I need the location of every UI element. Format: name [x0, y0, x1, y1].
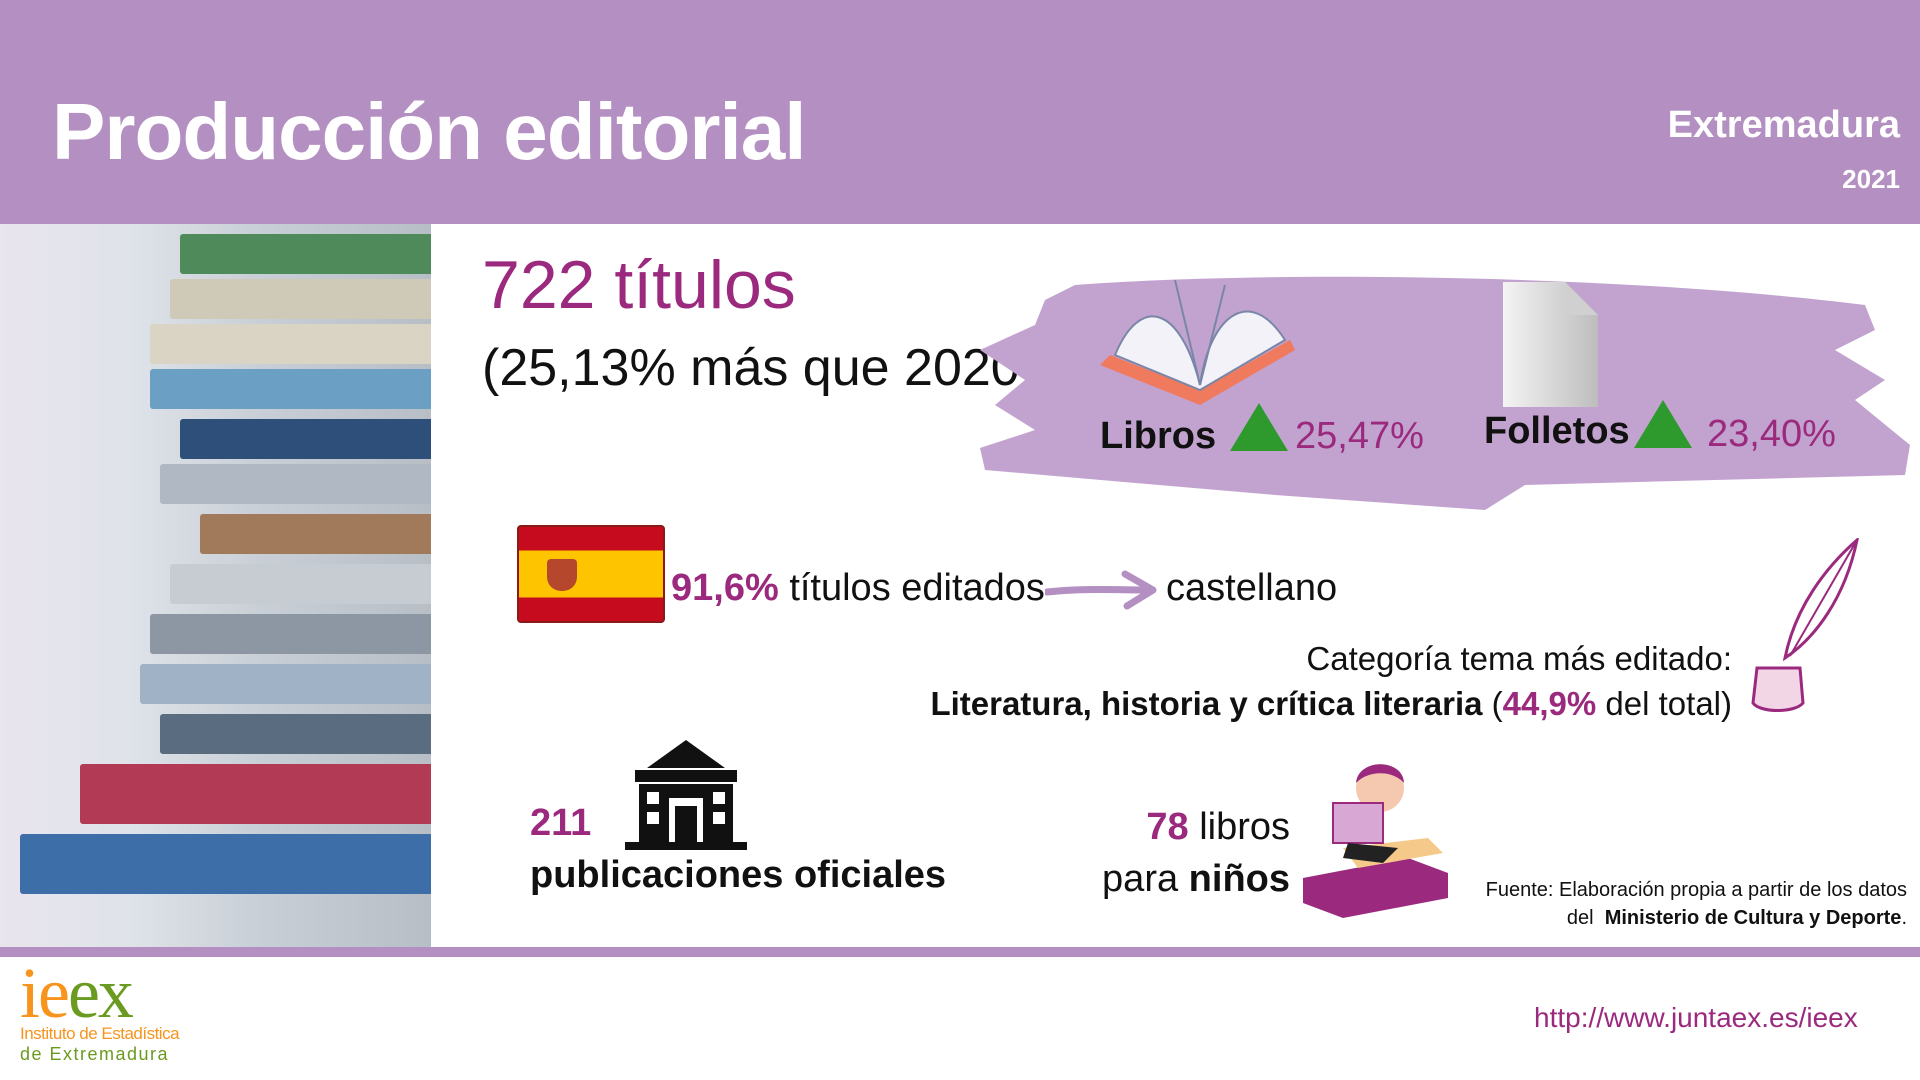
language-stat: 91,6% títulos editados	[671, 567, 1045, 610]
open-book-icon	[1100, 279, 1295, 405]
children-label1: libros	[1199, 806, 1290, 848]
category-value: 44,9%	[1502, 685, 1597, 722]
source-post: .	[1901, 907, 1907, 929]
category-name: Literatura, historia y crítica literaria	[930, 685, 1483, 722]
divider-band	[0, 947, 1920, 957]
type-libros-label: Libros	[1100, 415, 1217, 457]
source-line1: Fuente: Elaboración propia a partir de l…	[1485, 879, 1907, 901]
children-label2: para	[1102, 858, 1189, 900]
government-building-icon	[625, 740, 747, 850]
type-libros-value: 25,47%	[1295, 415, 1424, 457]
document-icon	[1503, 282, 1598, 407]
trend-up-icon	[1634, 400, 1692, 448]
category-intro: Categoría tema más editado:	[1306, 640, 1732, 677]
children-label2-bold: niños	[1188, 858, 1290, 900]
ieex-logo: ieex Instituto de Estadística de Extrema…	[20, 953, 180, 1065]
source-pre: del	[1566, 907, 1600, 929]
official-value: 211	[530, 802, 592, 844]
logo-mark: ieex	[20, 953, 134, 1033]
children-line1: 78 libros	[1146, 806, 1290, 849]
category-detail: Literatura, historia y crítica literaria…	[930, 685, 1732, 723]
child-reading-icon	[1303, 764, 1448, 918]
region-label: Extremadura	[1667, 104, 1900, 146]
language-value: 91,6%	[671, 567, 779, 609]
children-value: 78	[1146, 806, 1189, 848]
logo-sub1: Instituto de Estadística	[20, 1024, 180, 1043]
category-suffix: del total)	[1596, 685, 1732, 722]
website-link[interactable]: http://www.juntaex.es/ieex	[1534, 1002, 1858, 1033]
official-label: publicaciones oficiales	[530, 854, 947, 896]
yearly-change: (25,13% más que 2020)	[482, 339, 1038, 397]
arrow-right-icon	[1045, 570, 1157, 610]
logo-sub2: de Extremadura	[20, 1044, 170, 1064]
type-folletos-value: 23,40%	[1707, 413, 1836, 455]
category-open: (	[1482, 685, 1503, 722]
children-line2: para niños	[1102, 858, 1290, 901]
source-note: Fuente: Elaboración propia a partir de l…	[1486, 876, 1907, 932]
source-line2: del Ministerio de Cultura y Deporte.	[1486, 904, 1907, 932]
total-titles: 722 títulos	[482, 247, 796, 323]
page-title: Producción editorial	[52, 87, 806, 176]
source-ministry: Ministerio de Cultura y Deporte	[1604, 907, 1902, 929]
trend-up-icon	[1230, 403, 1288, 451]
header-banner: Producción editorial Extremadura 2021	[0, 0, 1920, 224]
spain-flag-icon	[517, 525, 665, 623]
quill-inkwell-icon	[1751, 538, 1859, 712]
language-target: castellano	[1166, 567, 1338, 609]
year-label: 2021	[1842, 164, 1900, 194]
type-folletos-label: Folletos	[1484, 410, 1630, 452]
language-text: títulos editados	[789, 567, 1045, 609]
books-stack-photo	[0, 224, 431, 950]
